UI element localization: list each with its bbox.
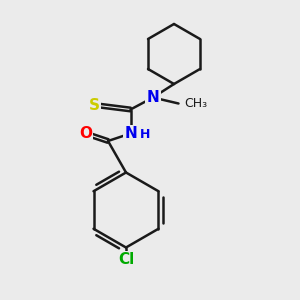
Text: CH₃: CH₃	[184, 97, 208, 110]
Text: H: H	[140, 128, 151, 141]
Text: N: N	[124, 126, 137, 141]
Text: N: N	[147, 90, 159, 105]
Text: Cl: Cl	[118, 252, 134, 267]
Text: S: S	[89, 98, 100, 112]
Text: O: O	[79, 126, 92, 141]
